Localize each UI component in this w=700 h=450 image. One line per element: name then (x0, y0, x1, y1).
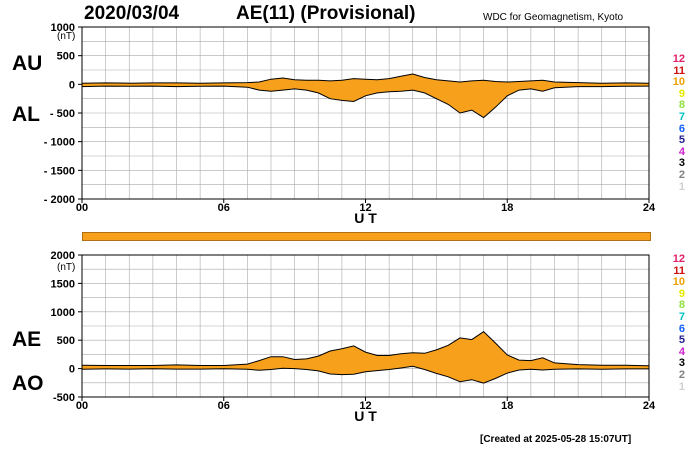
station-number-6: 6 (678, 322, 685, 335)
station-number-1: 1 (678, 380, 685, 393)
y-tick-label: 1000 (51, 307, 75, 319)
orange-separator-bar (82, 232, 651, 241)
station-number-3: 3 (678, 357, 685, 370)
station-number-9: 9 (678, 87, 685, 100)
x-tick-label: 06 (218, 202, 230, 214)
x-axis-label: U T (354, 408, 377, 424)
x-tick-label: 18 (501, 202, 513, 214)
station-number-5: 5 (678, 134, 685, 147)
y-tick-label: 500 (57, 335, 75, 347)
station-number-8: 8 (678, 99, 685, 112)
chart-title: AE(11) (Provisional) (236, 3, 416, 24)
station-number-8: 8 (678, 299, 685, 312)
station-number-10: 10 (672, 276, 685, 289)
y-tick-label: - 1000 (44, 137, 75, 149)
y-tick-label: 1000 (51, 22, 75, 34)
y-tick-label: - 2000 (44, 194, 75, 206)
x-tick-label: 00 (76, 400, 88, 412)
series-line-al (81, 85, 650, 119)
station-number-12: 12 (672, 253, 685, 265)
series-line-ae (81, 331, 650, 367)
station-number-12: 12 (672, 53, 685, 65)
created-timestamp: [Created at 2025-05-28 15:07UT] (480, 434, 632, 445)
x-tick-label: 06 (218, 400, 230, 412)
al-label: AL (12, 103, 40, 126)
x-axis-label: U T (354, 210, 377, 226)
y-tick-label: - 1500 (44, 165, 75, 177)
station-number-4: 4 (678, 345, 685, 358)
station-number-9: 9 (678, 287, 685, 300)
station-number-2: 2 (678, 369, 685, 381)
x-tick-label: 24 (643, 202, 656, 214)
y-tick-label: 2000 (51, 250, 75, 262)
band-fill (82, 331, 649, 384)
station-number-7: 7 (678, 111, 685, 123)
unit-label-top: (nT) (57, 31, 76, 42)
ao-label: AO (12, 372, 44, 395)
station-number-11: 11 (673, 264, 685, 277)
y-tick-label: 500 (57, 51, 75, 63)
x-tick-label: 24 (643, 400, 656, 412)
station-number-7: 7 (678, 311, 685, 323)
source-label: WDC for Geomagnetism, Kyoto (483, 12, 624, 23)
station-number-11: 11 (673, 64, 685, 77)
x-tick-label: 18 (501, 400, 513, 412)
au-label: AU (12, 52, 43, 75)
station-number-1: 1 (678, 180, 685, 193)
series-line-ao (81, 365, 649, 384)
x-tick-label: 00 (76, 202, 88, 214)
y-tick-label: 0 (69, 364, 75, 376)
series-line-au (81, 73, 650, 84)
y-tick-label: - 500 (50, 108, 75, 120)
y-tick-label: -500 (53, 392, 75, 404)
ae-label: AE (12, 328, 42, 351)
station-number-3: 3 (678, 157, 685, 170)
station-number-4: 4 (678, 145, 685, 158)
station-number-2: 2 (678, 169, 685, 181)
y-tick-label: 0 (69, 79, 75, 91)
station-number-6: 6 (678, 122, 685, 135)
station-number-5: 5 (678, 334, 685, 347)
station-number-10: 10 (672, 76, 685, 89)
x-tick-label: 12 (359, 202, 371, 214)
date-title: 2020/03/04 (84, 3, 180, 24)
x-tick-label: 12 (359, 400, 371, 412)
unit-label-bottom: (nT) (57, 262, 76, 273)
y-tick-label: 1500 (51, 278, 75, 290)
